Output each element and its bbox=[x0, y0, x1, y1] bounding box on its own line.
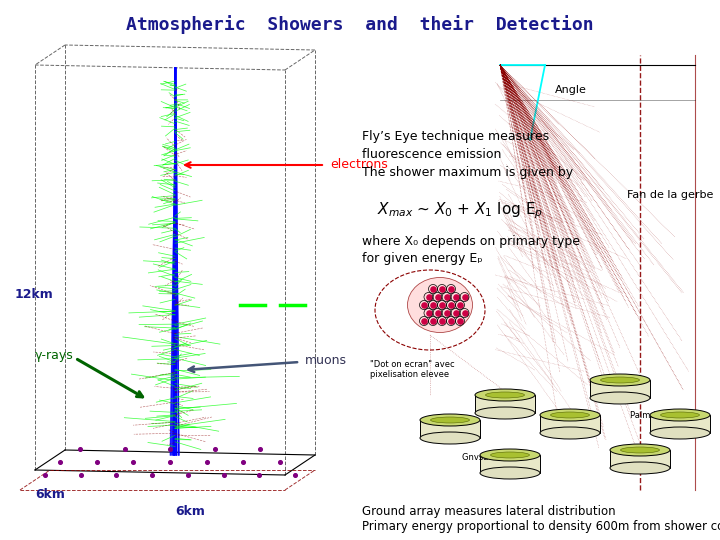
Text: Fan de la gerbe: Fan de la gerbe bbox=[627, 190, 714, 200]
Text: 6km: 6km bbox=[175, 505, 205, 518]
Point bbox=[289, 471, 301, 480]
Point bbox=[436, 316, 448, 325]
Point bbox=[427, 316, 438, 325]
Point bbox=[238, 458, 249, 467]
Ellipse shape bbox=[590, 392, 650, 404]
Ellipse shape bbox=[431, 417, 469, 423]
Point bbox=[164, 444, 176, 453]
Point bbox=[454, 301, 466, 309]
Ellipse shape bbox=[540, 427, 600, 439]
Ellipse shape bbox=[480, 467, 540, 479]
Point bbox=[445, 285, 456, 293]
Bar bbox=[475, 395, 535, 413]
Point bbox=[111, 471, 122, 480]
Bar bbox=[610, 450, 670, 468]
Ellipse shape bbox=[475, 389, 535, 401]
Bar bbox=[540, 415, 600, 433]
Text: Angle: Angle bbox=[555, 85, 587, 95]
Point bbox=[441, 309, 452, 318]
Ellipse shape bbox=[408, 278, 472, 333]
Ellipse shape bbox=[590, 374, 650, 386]
Point bbox=[445, 301, 456, 309]
Point bbox=[432, 309, 444, 318]
Bar bbox=[420, 420, 480, 438]
Text: where X₀ depends on primary type: where X₀ depends on primary type bbox=[362, 235, 580, 248]
Ellipse shape bbox=[540, 409, 600, 421]
Point bbox=[127, 458, 139, 467]
Ellipse shape bbox=[610, 444, 670, 456]
Point bbox=[146, 471, 158, 480]
Point bbox=[459, 309, 470, 318]
Ellipse shape bbox=[420, 432, 480, 444]
Point bbox=[254, 444, 266, 453]
Text: Gnvsa Garcibus: Gnvsa Garcibus bbox=[462, 453, 528, 462]
Point bbox=[120, 444, 131, 453]
Ellipse shape bbox=[490, 452, 529, 458]
Point bbox=[201, 458, 212, 467]
Point bbox=[459, 293, 470, 301]
Point bbox=[39, 471, 50, 480]
Text: The shower maximum is given by: The shower maximum is given by bbox=[362, 166, 573, 179]
Point bbox=[418, 301, 430, 309]
Ellipse shape bbox=[660, 412, 700, 418]
Point bbox=[454, 316, 466, 325]
Point bbox=[423, 309, 434, 318]
Ellipse shape bbox=[650, 427, 710, 439]
Text: $\mathit{X}_{max}$ ~ $\mathit{X}_0$ + $\mathit{X}_1$ log E$_p$: $\mathit{X}_{max}$ ~ $\mathit{X}_0$ + $\… bbox=[377, 200, 543, 221]
Point bbox=[450, 293, 462, 301]
Text: "Dot on ecran" avec
pixelisation elevee: "Dot on ecran" avec pixelisation elevee bbox=[370, 360, 454, 380]
Point bbox=[450, 309, 462, 318]
Bar bbox=[480, 455, 540, 473]
Ellipse shape bbox=[621, 447, 660, 453]
Point bbox=[210, 444, 221, 453]
Text: electrons: electrons bbox=[330, 159, 388, 172]
Point bbox=[54, 458, 66, 467]
Ellipse shape bbox=[475, 407, 535, 419]
Point bbox=[182, 471, 194, 480]
Bar bbox=[590, 380, 650, 398]
Point bbox=[445, 316, 456, 325]
Ellipse shape bbox=[551, 412, 590, 418]
Text: fluorescence emission: fluorescence emission bbox=[362, 148, 501, 161]
Ellipse shape bbox=[610, 462, 670, 474]
Point bbox=[427, 301, 438, 309]
Ellipse shape bbox=[650, 409, 710, 421]
Text: Atmospheric  Showers  and  their  Detection: Atmospheric Showers and their Detection bbox=[126, 15, 594, 34]
Point bbox=[441, 293, 452, 301]
Text: Ground array measures lateral distribution: Ground array measures lateral distributi… bbox=[362, 505, 616, 518]
Ellipse shape bbox=[485, 392, 524, 398]
Point bbox=[218, 471, 230, 480]
Point bbox=[423, 293, 434, 301]
Text: for given energy Eₚ: for given energy Eₚ bbox=[362, 252, 482, 265]
Text: Fly’s Eye technique measures: Fly’s Eye technique measures bbox=[362, 130, 549, 143]
Text: 12km: 12km bbox=[15, 288, 54, 301]
Point bbox=[253, 471, 265, 480]
Text: muons: muons bbox=[305, 354, 347, 367]
Text: Primary energy proportional to density 600m from shower core: Primary energy proportional to density 6… bbox=[362, 520, 720, 533]
Point bbox=[436, 301, 448, 309]
Point bbox=[274, 458, 286, 467]
Point bbox=[436, 285, 448, 293]
Point bbox=[418, 316, 430, 325]
Text: γ-rays: γ-rays bbox=[35, 348, 73, 361]
Ellipse shape bbox=[420, 414, 480, 426]
Point bbox=[74, 444, 86, 453]
Text: 6km: 6km bbox=[35, 488, 65, 501]
Point bbox=[91, 458, 102, 467]
Ellipse shape bbox=[480, 449, 540, 461]
Point bbox=[427, 285, 438, 293]
Text: Palmd In p:: Palmd In p: bbox=[630, 410, 677, 420]
Point bbox=[75, 471, 86, 480]
Ellipse shape bbox=[600, 377, 639, 383]
Point bbox=[432, 293, 444, 301]
Bar bbox=[650, 415, 710, 433]
Point bbox=[164, 458, 176, 467]
